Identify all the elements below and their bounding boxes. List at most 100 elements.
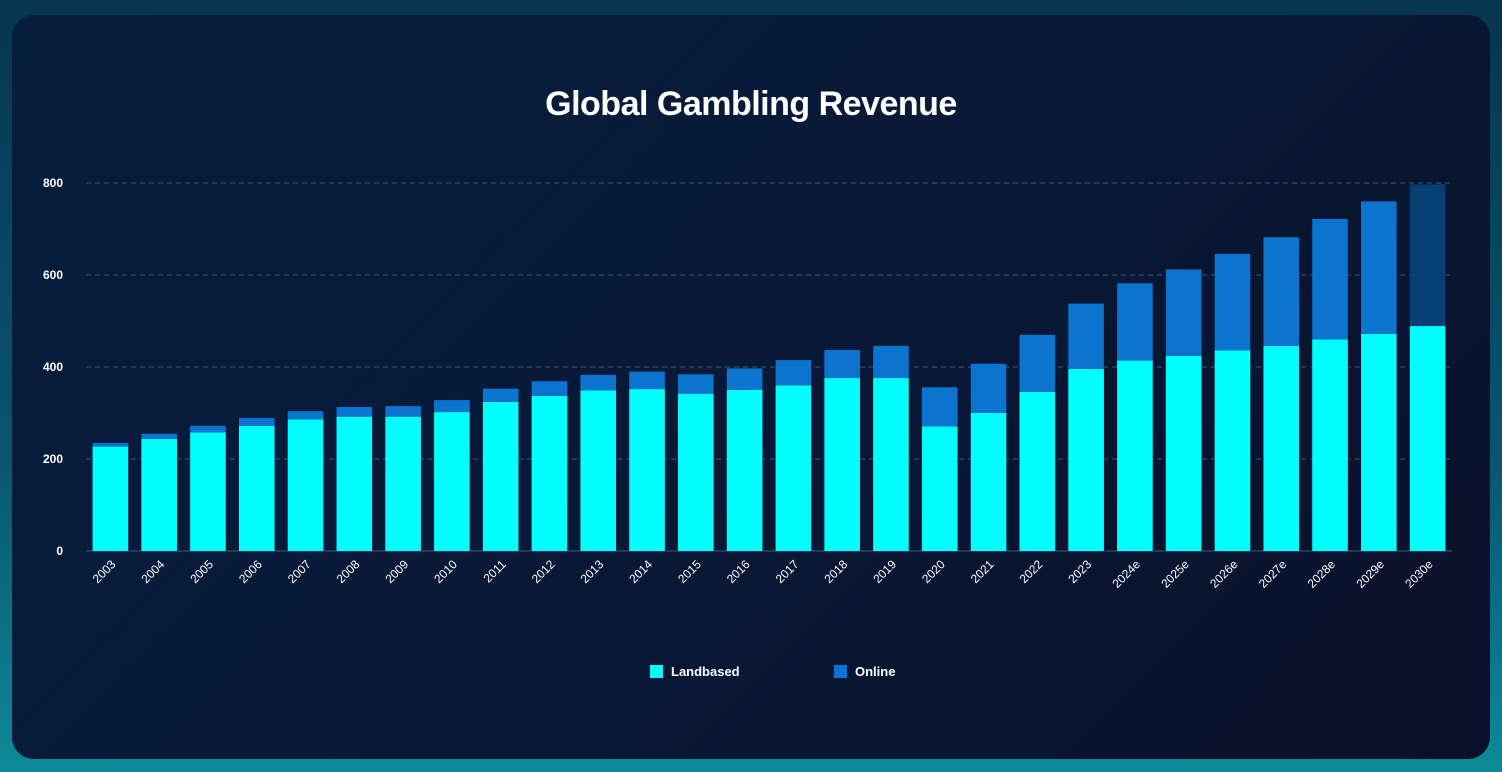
bar-online-2006[interactable] xyxy=(238,418,275,426)
bar-landbased-2016[interactable] xyxy=(726,390,763,551)
bar-online-2021[interactable] xyxy=(970,363,1007,413)
bar-landbased-2015[interactable] xyxy=(678,393,714,551)
x-tick-label: 2027e xyxy=(1256,557,1290,591)
bar-landbased-2024e[interactable] xyxy=(1117,360,1153,551)
bar-online-2027e[interactable] xyxy=(1263,237,1300,346)
bar-online-2022[interactable] xyxy=(1019,334,1056,392)
legend-swatch-online xyxy=(833,664,848,679)
bar-landbased-2006[interactable] xyxy=(238,425,275,551)
bar-landbased-2003[interactable] xyxy=(92,446,129,551)
bar-landbased-2004[interactable] xyxy=(141,438,177,551)
bar-landbased-2019[interactable] xyxy=(873,378,909,551)
y-tick-label: 400 xyxy=(43,360,63,374)
bar-landbased-2010[interactable] xyxy=(434,412,470,551)
bar-online-2009[interactable] xyxy=(385,406,421,417)
x-tick-label: 2003 xyxy=(90,557,119,586)
x-tick-label: 2029e xyxy=(1353,557,1387,591)
x-tick-label: 2012 xyxy=(529,557,558,586)
x-tick-label: 2009 xyxy=(382,557,411,586)
bar-landbased-2012[interactable] xyxy=(531,395,568,551)
legend-item-landbased[interactable]: Landbased xyxy=(649,664,740,679)
x-tick-label: 2030e xyxy=(1402,557,1436,591)
bar-online-2003[interactable] xyxy=(92,442,129,447)
bar-online-2018[interactable] xyxy=(824,349,860,379)
bars xyxy=(92,184,1446,551)
bar-landbased-2007[interactable] xyxy=(287,419,324,551)
bar-online-2013[interactable] xyxy=(580,374,617,391)
bar-landbased-2020[interactable] xyxy=(921,426,958,551)
bar-online-2004[interactable] xyxy=(141,433,177,439)
bar-online-2010[interactable] xyxy=(434,400,470,413)
bar-landbased-2014[interactable] xyxy=(629,389,665,551)
bar-landbased-2029e[interactable] xyxy=(1361,333,1397,551)
bar-landbased-2026e[interactable] xyxy=(1214,350,1251,551)
bar-online-2017[interactable] xyxy=(775,360,812,386)
x-tick-label: 2013 xyxy=(578,557,607,586)
bar-online-2026e[interactable] xyxy=(1214,253,1251,351)
bar-online-2019[interactable] xyxy=(873,345,909,379)
y-tick-label: 200 xyxy=(43,452,63,466)
x-tick-label: 2010 xyxy=(431,557,460,586)
x-tick-label: 2024e xyxy=(1110,557,1144,591)
bar-landbased-2027e[interactable] xyxy=(1263,345,1300,551)
legend-label-landbased: Landbased xyxy=(671,664,740,679)
y-tick-label: 800 xyxy=(43,176,63,190)
y-axis-ticks: 0 200 400 600 800 xyxy=(43,176,63,558)
bar-online-2020[interactable] xyxy=(921,387,958,427)
x-tick-label: 2026e xyxy=(1207,557,1241,591)
legend: Landbased Online xyxy=(12,664,1490,684)
bar-landbased-2028e[interactable] xyxy=(1312,339,1348,551)
bar-landbased-2013[interactable] xyxy=(580,390,617,551)
y-tick-label: 600 xyxy=(43,268,63,282)
x-tick-label: 2004 xyxy=(139,557,168,586)
chart-title: Global Gambling Revenue xyxy=(545,85,957,123)
bar-landbased-2021[interactable] xyxy=(970,413,1007,551)
x-tick-label: 2006 xyxy=(236,557,265,586)
bar-landbased-2025e[interactable] xyxy=(1165,355,1202,551)
x-tick-label: 2007 xyxy=(285,557,314,586)
x-tick-label: 2014 xyxy=(626,557,655,586)
legend-swatch-landbased xyxy=(649,664,664,679)
bar-landbased-2009[interactable] xyxy=(385,416,421,551)
x-tick-label: 2020 xyxy=(919,557,948,586)
legend-item-online[interactable]: Online xyxy=(833,664,895,679)
x-tick-label: 2008 xyxy=(334,557,363,586)
bar-online-2005[interactable] xyxy=(190,425,226,433)
bar-landbased-2011[interactable] xyxy=(482,401,519,551)
y-tick-label: 0 xyxy=(56,544,63,558)
x-tick-label: 2015 xyxy=(675,557,704,586)
x-tick-label: 2018 xyxy=(822,557,851,586)
x-tick-label: 2028e xyxy=(1305,557,1339,591)
x-axis-ticks: 2003 2004 2005 2006 2007 2008 2009 2010 2011 2012… xyxy=(90,557,1436,591)
x-tick-label: 2011 xyxy=(481,557,509,585)
bar-online-2015[interactable] xyxy=(678,374,714,394)
bar-online-2024e[interactable] xyxy=(1117,283,1153,361)
bar-online-2011[interactable] xyxy=(482,388,519,402)
bar-online-2008[interactable] xyxy=(336,407,373,417)
bar-online-2012[interactable] xyxy=(531,381,568,396)
bar-online-2028e[interactable] xyxy=(1312,218,1348,340)
bar-landbased-2023[interactable] xyxy=(1068,368,1104,551)
chart-card: Global Gambling Revenue 0 200 400 600 800 20… xyxy=(12,15,1490,759)
bar-landbased-2018[interactable] xyxy=(824,378,860,551)
x-tick-label: 2023 xyxy=(1065,557,1094,586)
bar-online-2029e[interactable] xyxy=(1361,201,1397,334)
bar-online-2014[interactable] xyxy=(629,371,665,390)
x-tick-label: 2022 xyxy=(1017,557,1046,586)
x-tick-label: 2005 xyxy=(187,557,216,586)
bar-online-2023[interactable] xyxy=(1068,303,1104,369)
bar-landbased-2008[interactable] xyxy=(336,416,373,551)
bar-landbased-2017[interactable] xyxy=(775,385,812,551)
bar-online-2016[interactable] xyxy=(726,368,763,390)
x-tick-label: 2016 xyxy=(724,557,753,586)
bar-online-2030e[interactable] xyxy=(1409,184,1446,327)
bar-landbased-2030e[interactable] xyxy=(1409,326,1446,551)
bar-online-2007[interactable] xyxy=(287,411,324,420)
bar-landbased-2022[interactable] xyxy=(1019,391,1056,551)
x-tick-label: 2017 xyxy=(773,557,802,586)
legend-label-online: Online xyxy=(855,664,896,679)
bar-landbased-2005[interactable] xyxy=(190,432,226,551)
x-tick-label: 2025e xyxy=(1158,557,1192,591)
bar-online-2025e[interactable] xyxy=(1165,269,1202,356)
